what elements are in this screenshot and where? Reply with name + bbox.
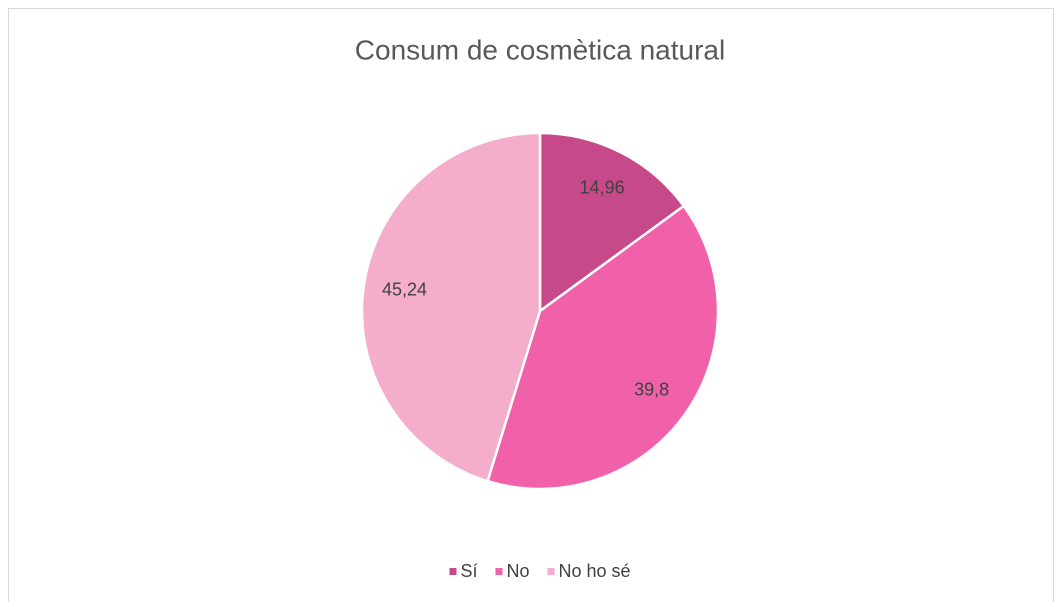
pie-slice	[538, 131, 686, 314]
chart-title: Consum de cosmètica natural	[355, 34, 725, 65]
pie-slice	[360, 131, 542, 483]
legend-label: Sí	[460, 561, 477, 581]
data-label: 45,24	[382, 279, 427, 299]
data-label: 14,96	[580, 178, 625, 198]
legend-swatch	[495, 568, 503, 575]
legend-label: No ho sé	[558, 561, 630, 581]
legend-swatch	[449, 568, 457, 575]
legend-label: No	[506, 561, 529, 581]
legend-swatch	[547, 568, 555, 575]
pie-slice	[485, 204, 720, 491]
data-label: 39,8	[634, 379, 669, 399]
